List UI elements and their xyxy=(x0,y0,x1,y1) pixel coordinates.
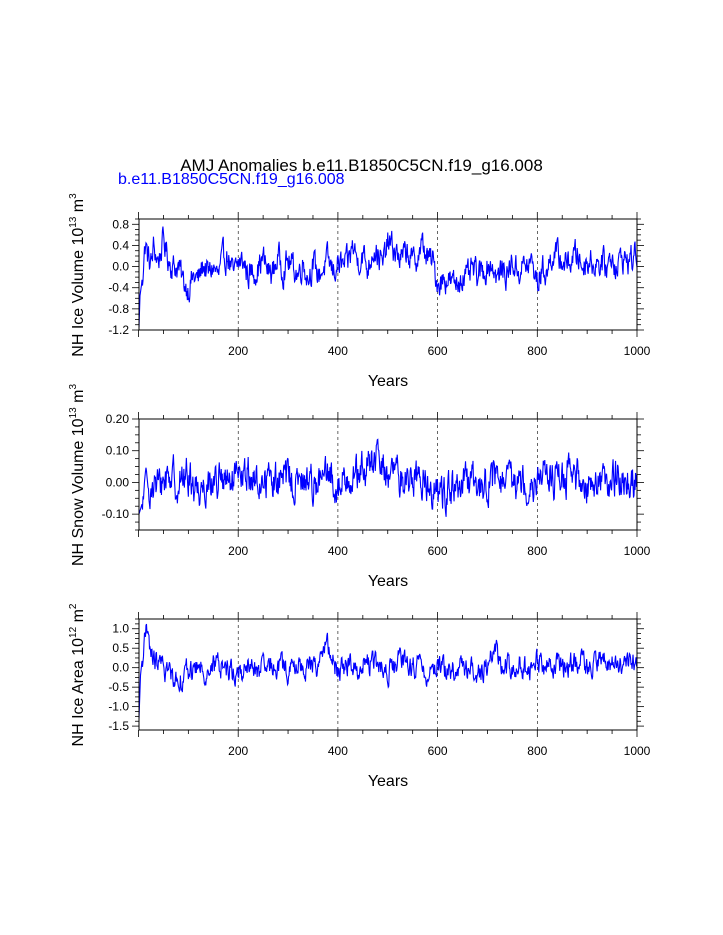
y-tick-label: -0.4 xyxy=(108,281,129,295)
x-tick-label: 600 xyxy=(428,344,448,358)
x-tick-label: 600 xyxy=(428,544,448,558)
x-tick-label: 200 xyxy=(228,344,248,358)
x-tick-label: 1000 xyxy=(624,344,651,358)
x-tick-label: 200 xyxy=(228,544,248,558)
x-tick-label: 400 xyxy=(328,544,348,558)
x-tick-label: 800 xyxy=(527,344,547,358)
x-axis-label: Years xyxy=(368,373,408,390)
x-tick-label: 800 xyxy=(527,744,547,758)
y-tick-label: -0.5 xyxy=(108,680,129,694)
chart-ice-volume: -1.2 -0.8 -0.4 0.0 0.4 0.8 200 400 600 800 1000 Yea… xyxy=(68,193,651,390)
subtitle: b.e11.B1850C5CN.f19_g16.008 xyxy=(118,171,345,188)
y-tick-label: 0.4 xyxy=(112,238,129,252)
y-tick-label: 0.20 xyxy=(106,412,130,426)
y-tick-label: 0.0 xyxy=(112,661,129,675)
y-axis-label: NH Ice Area 1012 m2 xyxy=(68,603,87,746)
x-axis-label: Years xyxy=(368,773,408,790)
main-title: AMJ Anomalies b.e11.B1850C5CN.f19_g16.00… xyxy=(180,156,543,175)
x-axis-label: Years xyxy=(368,573,408,590)
x-tick-label: 600 xyxy=(428,744,448,758)
chart-ice-area: -1.5 -1.0 -0.5 0.0 0.5 1.0 200 400 600 800 1000 Yea… xyxy=(68,603,651,790)
y-tick-label: -1.5 xyxy=(108,719,129,733)
y-axis-label: NH Snow Volume 1013 m3 xyxy=(68,384,87,567)
x-tick-label: 200 xyxy=(228,744,248,758)
y-tick-label: 0.5 xyxy=(112,641,129,655)
y-tick-label: 0.0 xyxy=(112,260,129,274)
y-tick-label: -1.2 xyxy=(108,323,129,337)
y-tick-label: -0.10 xyxy=(102,507,130,521)
x-tick-label: 400 xyxy=(328,344,348,358)
y-tick-label: -0.8 xyxy=(108,302,129,316)
y-axis-label: NH Ice Volume 1013 m3 xyxy=(68,193,87,357)
y-tick-label: 0.8 xyxy=(112,217,129,231)
series-line-ice-area xyxy=(138,623,638,719)
y-tick-label: -1.0 xyxy=(108,700,129,714)
plot-frame xyxy=(138,618,638,731)
y-tick-label: 1.0 xyxy=(112,622,129,636)
x-tick-label: 800 xyxy=(527,544,547,558)
chart-snow-volume: -0.10 0.00 0.10 0.20 200 400 600 800 1000 Years NH… xyxy=(68,384,651,590)
y-tick-label: 0.10 xyxy=(106,444,130,458)
series-line-snow-volume xyxy=(138,438,638,517)
series-line-ice-volume xyxy=(138,226,638,328)
x-tick-label: 1000 xyxy=(624,744,651,758)
y-tick-label: 0.00 xyxy=(106,475,130,489)
x-tick-label: 400 xyxy=(328,744,348,758)
x-tick-label: 1000 xyxy=(624,544,651,558)
